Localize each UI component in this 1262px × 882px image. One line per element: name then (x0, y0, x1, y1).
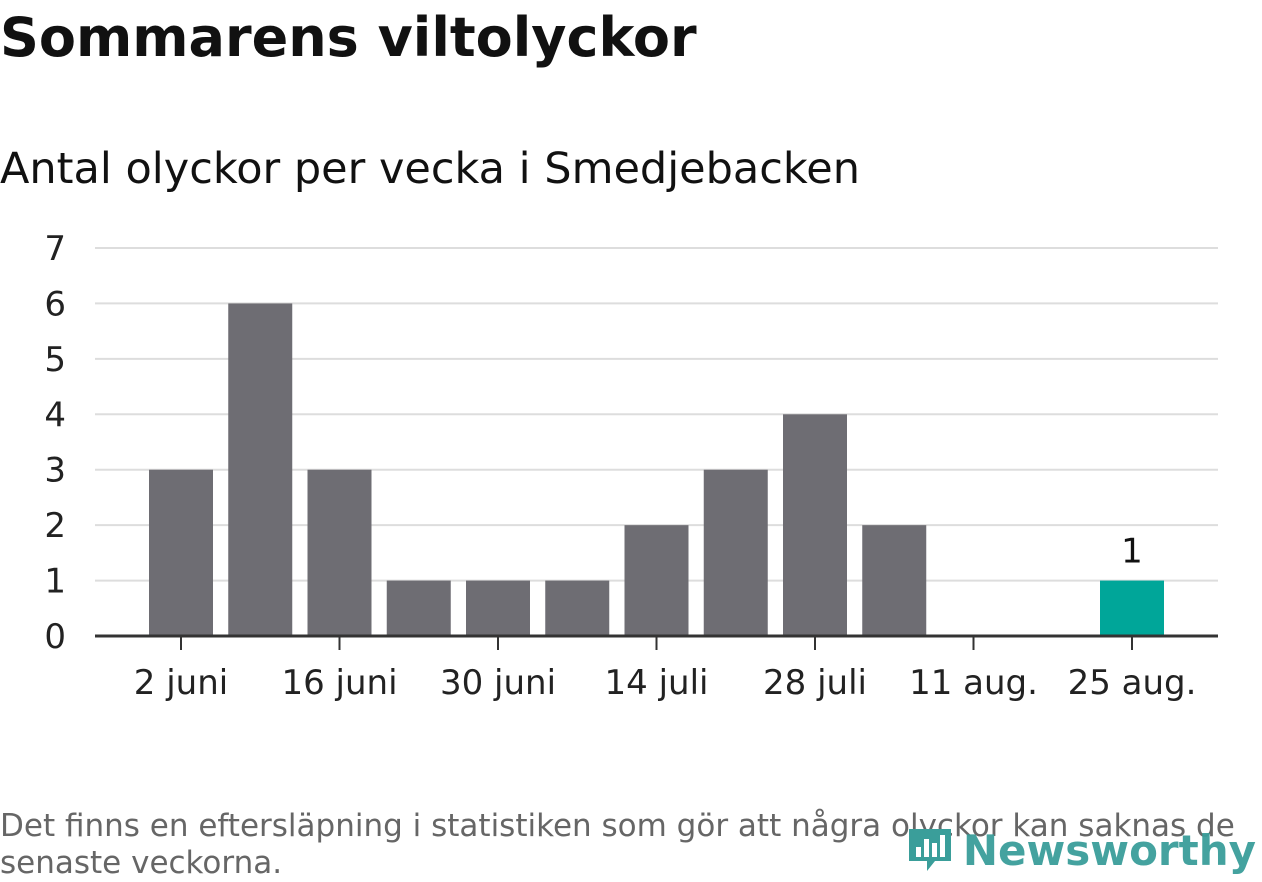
x-tick-label: 28 juli (763, 663, 867, 703)
bar (466, 580, 530, 636)
y-tick-label: 0 (44, 617, 66, 657)
bar (149, 469, 213, 636)
y-tick-label: 2 (44, 506, 66, 546)
chart-title: Sommarens viltolyckor (0, 6, 697, 69)
y-tick-label: 1 (44, 562, 66, 602)
x-tick-label: 30 juni (440, 663, 556, 703)
y-tick-label: 7 (44, 229, 66, 269)
x-tick-label: 11 aug. (909, 663, 1038, 703)
chart-subtitle: Antal olyckor per vecka i Smedjebacken (0, 144, 860, 194)
bar (307, 469, 372, 636)
bar (386, 580, 451, 636)
x-tick-label: 2 juni (134, 663, 228, 703)
x-tick-label: 16 juni (281, 663, 397, 703)
x-tick-label: 25 aug. (1068, 663, 1197, 703)
bar (783, 414, 847, 636)
bar (624, 525, 689, 636)
x-tick-label: 14 juli (605, 663, 709, 703)
y-tick-label: 3 (44, 451, 66, 491)
bar (862, 525, 927, 636)
data-label: 1 (1121, 532, 1143, 572)
y-tick-label: 6 (44, 284, 66, 324)
y-tick-label: 5 (44, 340, 66, 380)
bar (545, 580, 610, 636)
newsworthy-logo: Newsworthy (905, 820, 1256, 880)
logo-text: Newsworthy (962, 825, 1256, 875)
bar (703, 469, 768, 636)
bar (228, 303, 293, 636)
bar (1100, 580, 1164, 636)
bar-chart: 0 1 2 3 4 5 6 7 2 juni 16 juni 30 juni 14 juli 28 ju… (44, 229, 1218, 703)
y-tick-label: 4 (44, 395, 66, 435)
footnote: Det finns en eftersläpning i statistiken… (0, 808, 1235, 881)
bar-chart-logo-icon (908, 829, 951, 871)
